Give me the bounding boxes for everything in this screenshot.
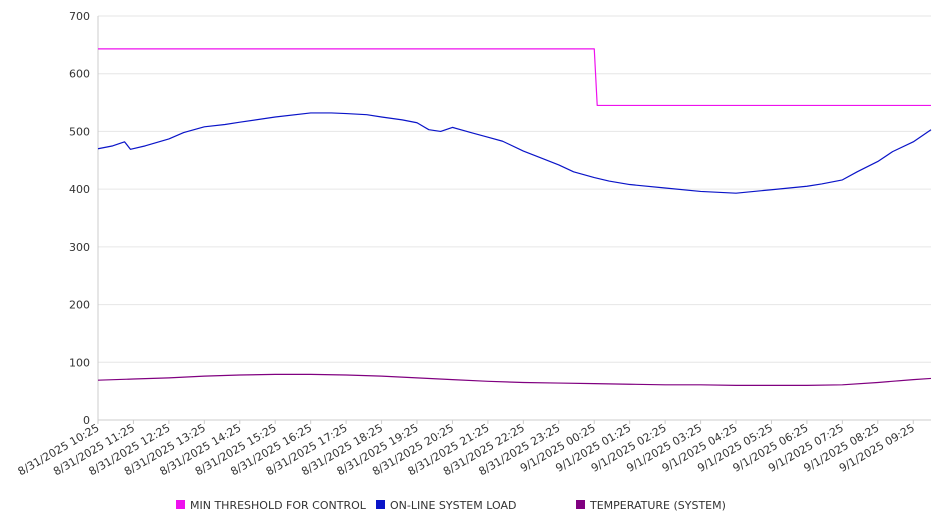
legend[interactable]: MIN THRESHOLD FOR CONTROL ON-LINE SYSTEM … (176, 499, 726, 512)
y-tick-label: 500 (69, 125, 90, 138)
series-line-min-threshold-for-control (98, 48, 931, 107)
y-tick-label: 200 (69, 299, 90, 312)
y-tick-label: 0 (83, 414, 90, 427)
legend-swatch (176, 500, 185, 509)
legend-swatch (376, 500, 385, 509)
y-tick-label: 300 (69, 241, 90, 254)
legend-label: MIN THRESHOLD FOR CONTROL (190, 499, 367, 512)
gridlines (98, 15, 931, 363)
series-lines (97, 48, 932, 386)
series-line-temperature-system (97, 373, 932, 386)
legend-item[interactable]: TEMPERATURE (SYSTEM) (576, 499, 726, 512)
y-tick-label: 600 (69, 68, 90, 81)
y-tick-label: 100 (69, 356, 90, 369)
legend-item[interactable]: ON-LINE SYSTEM LOAD (376, 499, 516, 512)
legend-swatch (576, 500, 585, 509)
legend-item[interactable]: MIN THRESHOLD FOR CONTROL (176, 499, 367, 512)
legend-label: TEMPERATURE (SYSTEM) (589, 499, 726, 512)
legend-label: ON-LINE SYSTEM LOAD (390, 499, 516, 512)
y-tick-label: 700 (69, 10, 90, 23)
y-tick-label: 400 (69, 183, 90, 196)
series-line-on-line-system-load (97, 112, 932, 194)
